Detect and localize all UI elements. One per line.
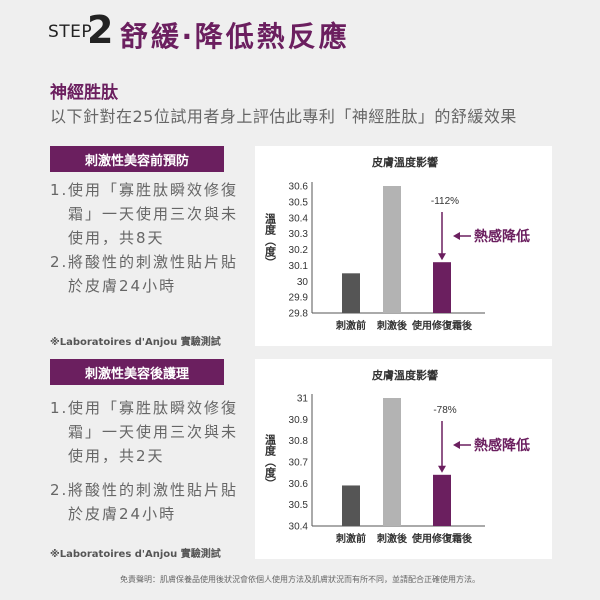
- y-tick-label: 30.4: [289, 213, 309, 224]
- y-tick-label: 30.5: [289, 197, 309, 208]
- y-tick-label: 30.8: [289, 436, 309, 447]
- page-title: 舒緩‧降低熱反應: [120, 20, 350, 53]
- bar: [433, 262, 451, 313]
- bar: [383, 398, 401, 526]
- left-arrow-icon: [453, 232, 460, 240]
- y-tick-label: 31: [297, 394, 309, 405]
- percent-annotation: -112%: [431, 196, 459, 207]
- y-tick-label: 30.5: [289, 500, 309, 511]
- x-category-label: 刺激後: [376, 319, 408, 332]
- panel-steps-aftercare: 1. 使用「寡胜肽瞬效修復霜」一天使用三次與未使用，共2天 2. 將酸性的刺激性…: [50, 396, 250, 526]
- y-tick-label: 30.9: [289, 415, 309, 426]
- y-tick-label: 30.6: [289, 182, 309, 193]
- section-title: 神經胜肽: [50, 83, 118, 103]
- left-arrow-icon: [453, 441, 460, 449]
- chart-title: 皮膚溫度影響: [371, 155, 438, 169]
- x-category-label: 刺激後: [376, 532, 408, 545]
- disclaimer: 免責聲明：肌膚保養品使用後狀況會依個人使用方法及肌膚狀況而有所不同，並請配合正確…: [120, 575, 480, 584]
- y-axis-label: 溫度（度）: [264, 433, 278, 489]
- step-item: 2. 將酸性的刺激性貼片貼於皮膚24小時: [50, 250, 250, 298]
- y-tick-label: 30.3: [289, 229, 309, 240]
- heat-reduction-label: 熱感降低: [474, 437, 530, 454]
- step-item: 2. 將酸性的刺激性貼片貼於皮膚24小時: [50, 478, 250, 526]
- bar: [342, 485, 360, 526]
- y-tick-label: 30.1: [289, 261, 309, 272]
- chart-card-aftercare: 皮膚溫度影響溫度（度） 31 30.9 30.8 30.7 30.6 30.5 30.4 刺激前…: [255, 359, 552, 559]
- step-item-text: 使用「寡胜肽瞬效修復霜」一天使用三次與未使用，共8天: [68, 181, 239, 247]
- bar: [342, 273, 360, 313]
- x-category-label: 刺激前: [335, 532, 366, 545]
- y-tick-label: 30.2: [289, 245, 309, 256]
- y-tick-label: 30.7: [289, 458, 309, 469]
- down-arrow-icon: [438, 465, 446, 473]
- x-category-label: 使用修復霜後: [411, 319, 473, 332]
- x-category-label: 使用修復霜後: [411, 532, 473, 545]
- heat-reduction-label: 熱感降低: [474, 228, 530, 245]
- panel-label-aftercare: 刺激性美容後護理: [50, 359, 224, 385]
- y-axis-label: 溫度（度）: [264, 212, 278, 268]
- step-label: STEP: [48, 22, 93, 42]
- bar: [383, 186, 401, 313]
- panel-label-prevention: 刺激性美容前預防: [50, 146, 224, 172]
- step-number: 2: [87, 8, 114, 52]
- chart-title: 皮膚溫度影響: [371, 368, 438, 382]
- panel-steps-prevention: 1. 使用「寡胜肽瞬效修復霜」一天使用三次與未使用，共8天 2. 將酸性的刺激性…: [50, 178, 250, 298]
- step-item-text: 將酸性的刺激性貼片貼於皮膚24小時: [68, 481, 239, 523]
- x-category-label: 刺激前: [335, 319, 366, 332]
- section-description: 以下針對在25位試用者身上評估此專利「神經胜肽」的舒緩效果: [50, 107, 517, 126]
- step-item-number: 1.: [50, 181, 69, 199]
- step-item: 1. 使用「寡胜肽瞬效修復霜」一天使用三次與未使用，共8天: [50, 178, 250, 250]
- step-item-number: 1.: [50, 399, 69, 417]
- step-item-number: 2.: [50, 481, 69, 499]
- percent-annotation: -78%: [433, 405, 456, 416]
- step-item-number: 2.: [50, 253, 69, 271]
- y-tick-label: 30.6: [289, 479, 309, 490]
- lab-test-note: ※Laboratoires d'Anjou 實驗測試: [50, 549, 221, 560]
- y-tick-label: 29.8: [289, 309, 309, 320]
- chart-card-prevention: 皮膚溫度影響溫度（度） 30.6 30.5 30.4 30.3 30.2 30.1 30 29.…: [255, 146, 552, 346]
- lab-test-note: ※Laboratoires d'Anjou 實驗測試: [50, 337, 221, 348]
- y-tick-label: 30: [297, 277, 309, 288]
- step-item: 1. 使用「寡胜肽瞬效修復霜」一天使用三次與未使用，共2天: [50, 396, 250, 468]
- y-tick-label: 30.4: [289, 522, 309, 533]
- bar: [433, 474, 451, 526]
- y-tick-label: 29.9: [289, 293, 309, 304]
- down-arrow-icon: [438, 253, 446, 261]
- step-item-text: 將酸性的刺激性貼片貼於皮膚24小時: [68, 253, 239, 295]
- step-item-text: 使用「寡胜肽瞬效修復霜」一天使用三次與未使用，共2天: [68, 399, 239, 465]
